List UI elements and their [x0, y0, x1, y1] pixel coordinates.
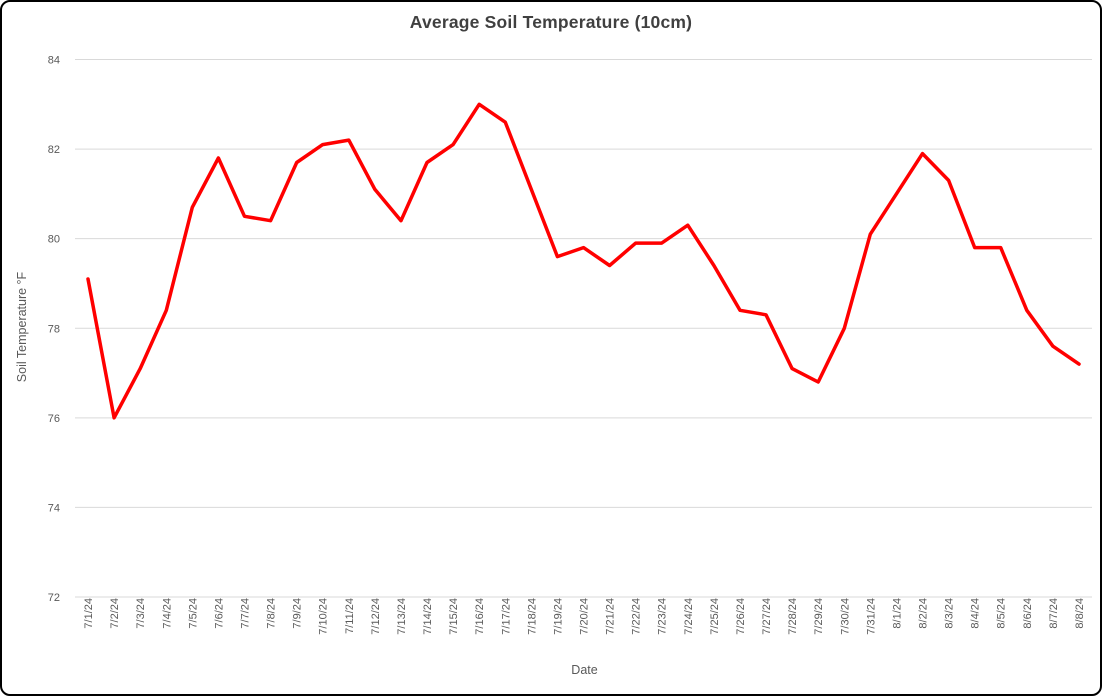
- x-tick-label: 7/20/24: [579, 598, 591, 635]
- y-tick-label: 80: [48, 234, 60, 246]
- x-tick-label: 7/13/24: [396, 598, 408, 635]
- x-tick-label: 7/15/24: [448, 598, 460, 635]
- y-tick-label: 76: [48, 413, 60, 425]
- x-tick-label: 7/12/24: [370, 598, 382, 635]
- chart-title: Average Soil Temperature (10cm): [409, 12, 693, 32]
- x-tick-label: 7/8/24: [266, 598, 278, 629]
- x-tick-label: 7/18/24: [526, 598, 538, 635]
- x-tick-label: 8/5/24: [996, 598, 1008, 629]
- x-tick-label: 7/23/24: [657, 598, 669, 635]
- x-tick-label: 7/1/24: [83, 598, 95, 629]
- x-tick-label: 7/10/24: [318, 598, 330, 635]
- x-tick-label: 7/9/24: [292, 598, 304, 629]
- x-tick-label: 8/1/24: [891, 598, 903, 629]
- x-tick-label: 7/21/24: [605, 598, 617, 635]
- x-tick-label: 7/7/24: [240, 598, 252, 629]
- y-tick-label: 72: [48, 592, 60, 604]
- x-tick-label: 8/4/24: [970, 598, 982, 629]
- x-tick-label: 8/8/24: [1074, 598, 1086, 629]
- x-tick-label: 7/24/24: [683, 598, 695, 635]
- x-tick-label: 8/2/24: [918, 598, 930, 629]
- temperature-line: [86, 102, 1081, 420]
- x-tick-label: 7/11/24: [344, 598, 356, 634]
- x-tick-label: 7/27/24: [761, 598, 773, 635]
- x-tick-label: 7/29/24: [813, 598, 825, 635]
- x-axis-title: Date: [571, 663, 598, 677]
- x-tick-label: 7/26/24: [735, 598, 747, 635]
- x-tick-label: 8/3/24: [944, 598, 956, 629]
- y-tick-label: 78: [48, 323, 60, 335]
- x-tick-label: 7/17/24: [500, 598, 512, 635]
- y-tick-label: 74: [48, 502, 60, 514]
- x-tick-label: 8/7/24: [1048, 598, 1060, 629]
- x-tick-label: 7/31/24: [865, 598, 877, 635]
- x-tick-label: 7/25/24: [709, 598, 721, 635]
- x-tick-label: 7/3/24: [135, 598, 147, 629]
- y-tick-label: 82: [48, 144, 60, 156]
- x-tick-label: 7/19/24: [552, 598, 564, 635]
- y-tick-label: 84: [48, 55, 60, 67]
- x-tick-label: 7/28/24: [787, 598, 799, 635]
- x-tick-label: 7/6/24: [213, 598, 225, 629]
- x-tick-label: 8/6/24: [1022, 598, 1034, 629]
- x-tick-label: 7/22/24: [631, 598, 643, 635]
- x-tick-label: 7/2/24: [109, 598, 121, 629]
- x-tick-label: 7/30/24: [839, 598, 851, 635]
- x-tick-label: 7/16/24: [474, 598, 486, 635]
- x-tick-label: 7/5/24: [187, 598, 199, 629]
- x-tick-label: 7/14/24: [422, 598, 434, 635]
- x-tick-label: 7/4/24: [161, 598, 173, 629]
